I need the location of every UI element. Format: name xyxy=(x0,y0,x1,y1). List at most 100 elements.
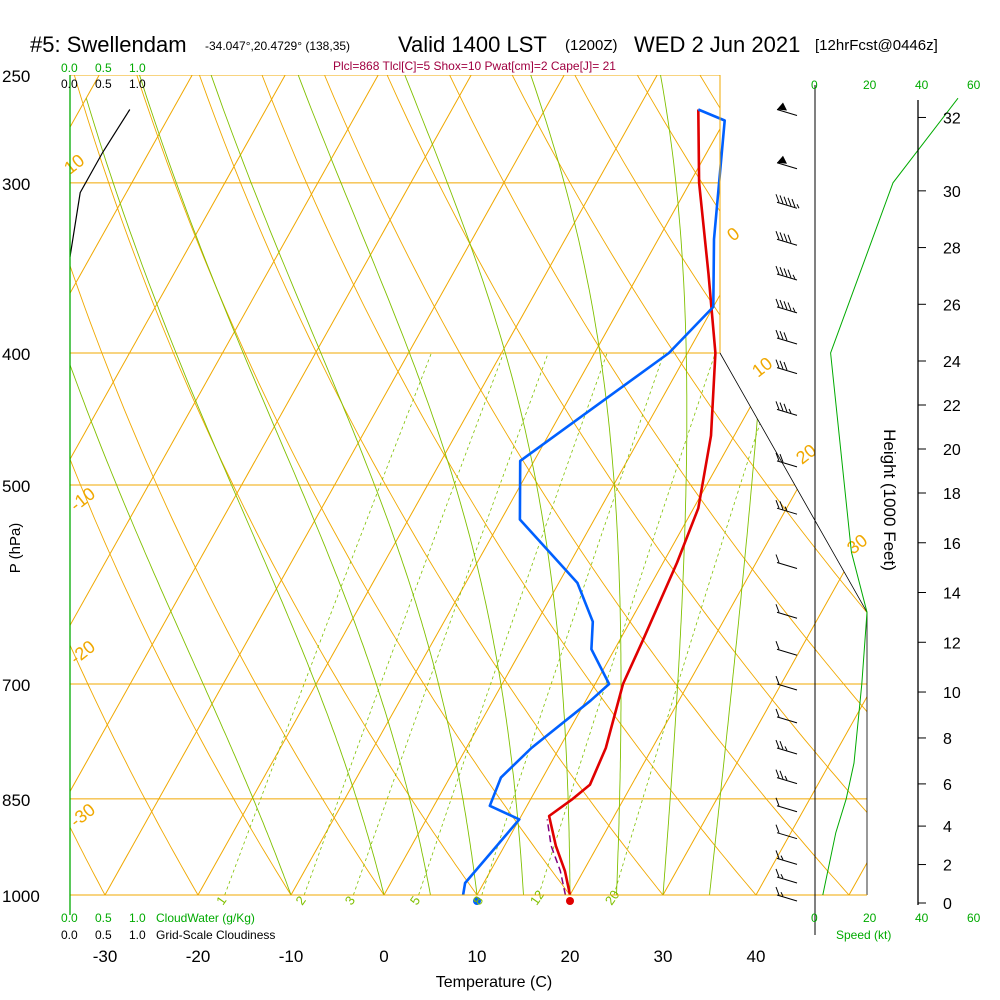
wind-barb xyxy=(775,824,798,840)
wind-barb-pennant xyxy=(777,155,787,164)
wind-barb-feather xyxy=(775,850,780,859)
dry-adiabat xyxy=(824,75,867,895)
wind-barb-feather xyxy=(775,329,780,339)
wind-barb-feather xyxy=(775,641,780,650)
station-title: #5: Swellendam xyxy=(30,32,187,57)
wind-barb-staff xyxy=(776,238,798,246)
wind-barb-staff xyxy=(776,857,798,865)
wind-barb-feather xyxy=(775,452,780,462)
wind-barb-staff xyxy=(776,876,798,884)
wind-barb-feather xyxy=(779,195,784,204)
wind-barb-feather xyxy=(787,234,792,243)
temperature-tick-label: 0 xyxy=(379,947,388,966)
cloudiness-bottom-tick: 0.5 xyxy=(95,928,112,942)
moist-adiabat xyxy=(530,75,622,895)
temperature-tick-label: -30 xyxy=(93,947,118,966)
wind-barb xyxy=(775,401,798,416)
wind-barb-staff xyxy=(776,805,798,813)
wind-barb-staff xyxy=(776,683,798,691)
wind-barb xyxy=(776,102,798,116)
wind-barb-half-feather xyxy=(792,307,796,312)
wind-barb-feather xyxy=(775,401,780,410)
wind-barb xyxy=(775,886,798,902)
wind-barb-feather xyxy=(783,332,788,341)
wind-barb-staff xyxy=(776,716,798,724)
isotherm-label: -30 xyxy=(66,799,99,831)
wind-barb-feather xyxy=(775,769,780,778)
mixing-ratio-line xyxy=(418,352,608,895)
isotherm-line xyxy=(70,75,379,895)
wind-barb-staff xyxy=(776,777,798,785)
temperature-tick-label: 40 xyxy=(747,947,766,966)
moist-adiabat xyxy=(139,75,431,895)
mixing-ratio-line xyxy=(353,352,549,895)
wind-barb xyxy=(775,641,798,656)
wind-barb xyxy=(775,708,798,724)
height-tick-label: 32 xyxy=(943,110,961,127)
moist-adiabat xyxy=(85,98,385,895)
dry-adiabat xyxy=(386,75,867,895)
wind-barb-feather xyxy=(779,232,784,241)
mixing-ratio-label: 12 xyxy=(527,887,548,907)
stability-params: Plcl=868 Tlcl[C]=5 Shox=10 Pwat[cm]=2 Ca… xyxy=(333,59,616,73)
wind-barb xyxy=(775,452,798,468)
wind-barb-feather xyxy=(775,231,780,240)
wind-barb-half-feather xyxy=(784,506,788,511)
cloud-top-tick: 0.5 xyxy=(95,61,112,75)
valid-time: Valid 1400 LST xyxy=(398,32,547,57)
series-parcel-line xyxy=(546,819,567,896)
wind-barb xyxy=(775,739,798,755)
wind-barb-feather xyxy=(783,301,788,310)
speed-bottom-tick: 40 xyxy=(915,911,929,925)
wind-barb-feather xyxy=(775,298,780,308)
wind-barb-staff xyxy=(776,460,798,468)
cloudiness-curve xyxy=(69,109,131,257)
wind-barb xyxy=(775,769,798,785)
speed-top-tick: 0 xyxy=(811,78,818,92)
wind-barb-feather xyxy=(783,268,788,277)
height-tick-label: 18 xyxy=(943,486,961,503)
wind-barb-staff xyxy=(776,201,798,209)
height-axis-label: Height (1000 Feet) xyxy=(880,429,899,571)
wind-barb-feather xyxy=(779,267,784,276)
wind-barb-feather xyxy=(775,886,780,896)
wind-barb-staff xyxy=(776,747,798,755)
wind-barb xyxy=(775,298,798,314)
wind-barb-feather xyxy=(783,403,788,412)
wind-barb-feather xyxy=(775,708,780,718)
temperature-tick-label: -10 xyxy=(279,947,304,966)
pressure-tick-label: 300 xyxy=(2,175,30,194)
wind-barb xyxy=(775,231,798,246)
wind-barb-feather xyxy=(779,741,784,750)
wind-barb-feather xyxy=(775,194,780,203)
height-tick-label: 8 xyxy=(943,731,952,748)
height-tick-label: 4 xyxy=(943,819,952,836)
wind-barb-feather xyxy=(779,770,784,779)
wind-barb-feather xyxy=(775,797,780,806)
isotherm-line xyxy=(197,75,658,895)
wind-barb-feather xyxy=(775,500,780,509)
wind-speed-curve xyxy=(822,97,959,896)
series-temperature-line xyxy=(547,109,717,896)
wind-barb-feather xyxy=(779,402,784,411)
wind-barb-staff xyxy=(776,367,798,375)
pressure-tick-label: 500 xyxy=(2,477,30,496)
mixing-ratio-group xyxy=(224,352,783,895)
wind-barb-half-feather xyxy=(792,274,796,280)
wind-barb-feather xyxy=(783,233,788,242)
wind-barb-staff xyxy=(776,562,798,569)
isotherm-line xyxy=(848,75,867,895)
wind-barb-staff xyxy=(776,611,798,619)
dry-adiabat xyxy=(511,75,867,895)
wind-barb-feather xyxy=(779,299,784,309)
wind-barb-feather xyxy=(779,453,784,463)
wind-barb-staff xyxy=(776,162,798,170)
temperature-tick-label: -20 xyxy=(186,947,211,966)
wind-barb xyxy=(775,554,798,569)
wind-barb-feather xyxy=(783,361,788,371)
diagram-edge xyxy=(719,352,868,895)
cloudiness-bottom-tick: 1.0 xyxy=(129,928,146,942)
wind-barb-staff xyxy=(776,408,798,416)
speed-top-tick: 60 xyxy=(967,78,981,92)
